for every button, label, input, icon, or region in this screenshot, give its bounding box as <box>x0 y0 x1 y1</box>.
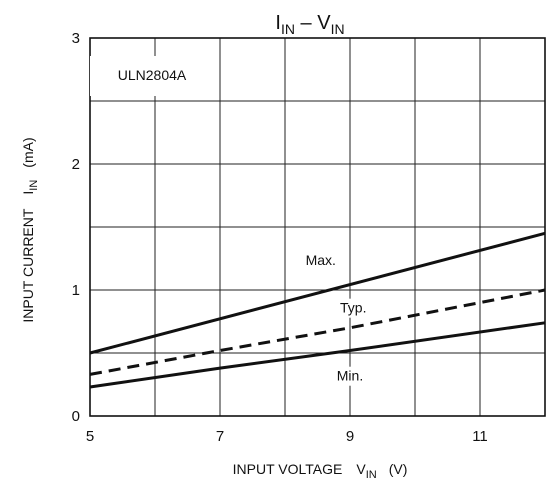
y-tick-label: 2 <box>72 156 80 173</box>
tick-labels: 5 7 9 11 0 1 2 3 <box>72 30 488 445</box>
grid <box>89 37 546 417</box>
plot-frame <box>89 37 546 417</box>
series-label: Min. <box>337 368 363 384</box>
series-label: Max. <box>306 252 336 268</box>
y-tick-label: 0 <box>72 408 80 425</box>
device-annotation: ULN2804A <box>118 67 187 83</box>
series-label-background <box>331 298 376 318</box>
x-tick-label: 9 <box>346 428 354 445</box>
y-tick-label: 1 <box>72 282 80 299</box>
series-line-typ <box>89 288 546 376</box>
y-tick-label: 3 <box>72 30 80 47</box>
series-layer: Max. Typ. Min. <box>89 231 546 389</box>
y-axis-label: INPUT CURRENTIIN(mA) <box>20 137 40 322</box>
x-axis-label: INPUT VOLTAGE VIN (V) <box>233 461 408 481</box>
series-line-max <box>89 231 546 355</box>
annotation-background <box>90 56 210 96</box>
chart-title: IIN – VIN <box>275 12 344 37</box>
x-tick-label: 7 <box>216 428 224 445</box>
x-tick-label: 11 <box>472 428 488 445</box>
series-label: Typ. <box>340 300 366 316</box>
series-line-min <box>89 321 546 389</box>
x-tick-label: 5 <box>86 428 94 445</box>
series-label-background <box>298 250 343 270</box>
series-label-background <box>328 366 372 386</box>
